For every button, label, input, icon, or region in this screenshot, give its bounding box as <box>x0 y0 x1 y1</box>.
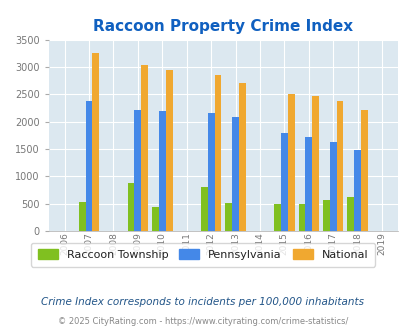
Bar <box>238 83 245 231</box>
Title: Raccoon Property Crime Index: Raccoon Property Crime Index <box>93 19 352 34</box>
Bar <box>79 202 85 231</box>
Bar <box>225 203 232 231</box>
Bar <box>329 142 336 231</box>
Bar <box>336 101 343 231</box>
Bar <box>207 113 214 231</box>
Bar <box>360 110 367 231</box>
Bar <box>85 101 92 231</box>
Bar <box>141 65 148 231</box>
Bar <box>353 149 360 231</box>
Bar <box>232 117 238 231</box>
Text: Crime Index corresponds to incidents per 100,000 inhabitants: Crime Index corresponds to incidents per… <box>41 297 364 307</box>
Bar <box>273 204 280 231</box>
Bar <box>298 204 305 231</box>
Bar <box>165 70 172 231</box>
Bar <box>280 133 287 231</box>
Bar <box>151 208 158 231</box>
Bar <box>347 197 353 231</box>
Bar <box>322 200 329 231</box>
Text: © 2025 CityRating.com - https://www.cityrating.com/crime-statistics/: © 2025 CityRating.com - https://www.city… <box>58 317 347 326</box>
Bar <box>305 137 311 231</box>
Bar <box>127 183 134 231</box>
Bar <box>92 53 99 231</box>
Bar <box>200 187 207 231</box>
Bar <box>214 75 221 231</box>
Bar <box>158 111 165 231</box>
Bar <box>287 94 294 231</box>
Bar <box>311 96 318 231</box>
Bar <box>134 110 141 231</box>
Legend: Raccoon Township, Pennsylvania, National: Raccoon Township, Pennsylvania, National <box>31 243 374 267</box>
